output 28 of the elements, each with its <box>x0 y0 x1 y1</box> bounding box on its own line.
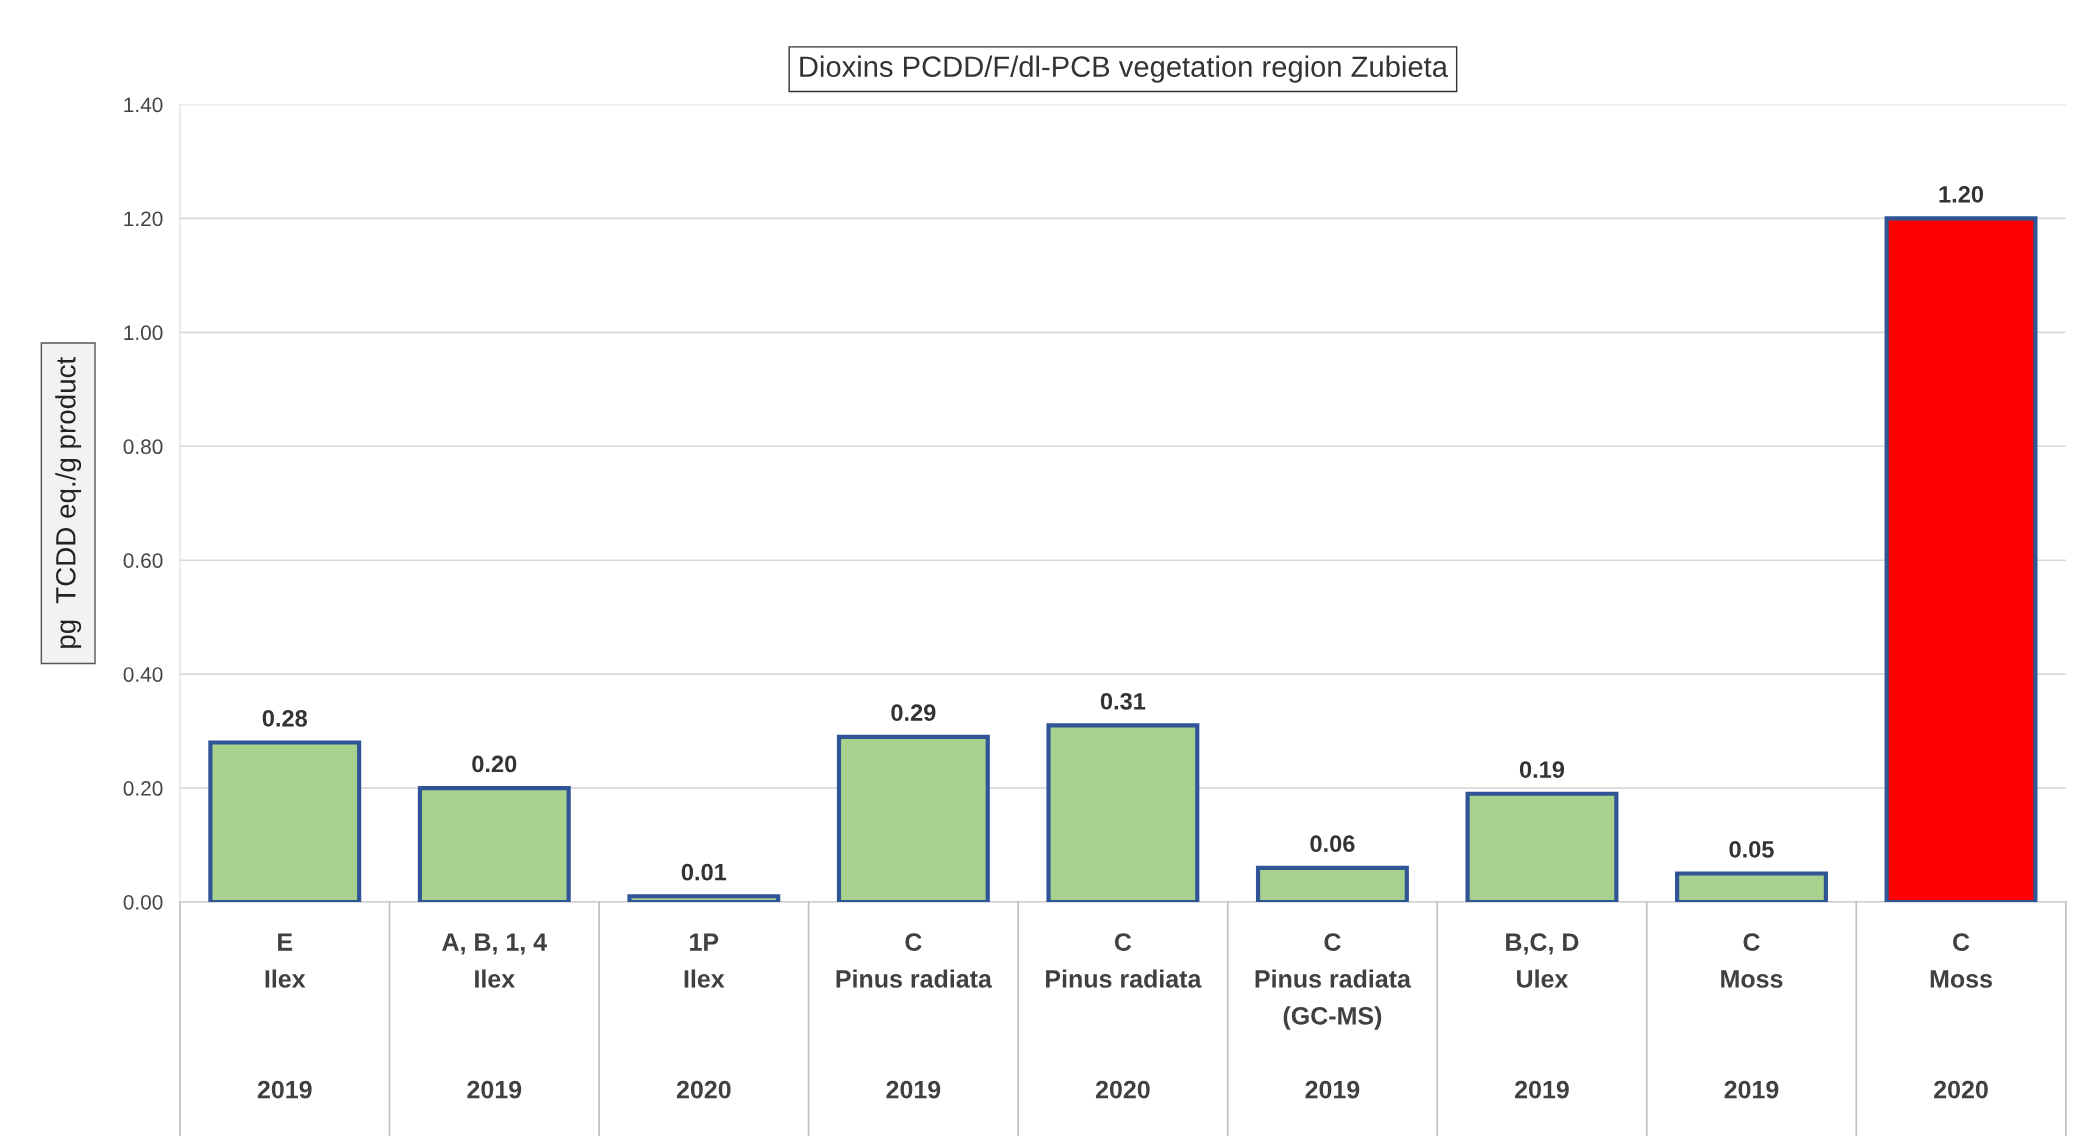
category-label: C Moss 2020 <box>1930 933 1992 1099</box>
y-tick-label: 0.00 <box>123 894 163 910</box>
category-label: C Moss 2019 <box>1721 933 1783 1099</box>
data-label: 0.20 <box>472 755 517 773</box>
category-label: E Ilex 2019 <box>257 933 312 1099</box>
category-label: C Pinus radiata 2019 <box>836 933 993 1099</box>
category-label: C Pinus radiata 2020 <box>1046 933 1202 1099</box>
data-label: 0.28 <box>262 709 308 727</box>
data-label: 0.29 <box>891 704 936 722</box>
y-tick-label: 0.20 <box>123 781 163 796</box>
category-label: A, B, 1, 4 Ilex 2019 <box>442 933 547 1099</box>
data-label: 0.19 <box>1519 761 1565 778</box>
data-label: 0.05 <box>1729 841 1774 858</box>
y-tick-label: 1.40 <box>124 97 163 113</box>
y-axis-title: pg TCDD eq./g product <box>55 357 82 648</box>
y-tick-label: 0.40 <box>123 667 163 682</box>
y-tick-label: 1.00 <box>124 325 163 341</box>
data-label: 1.20 <box>1939 185 1984 203</box>
y-tick-label: 0.80 <box>123 439 163 455</box>
data-label: 0.06 <box>1310 835 1355 853</box>
category-label: C Pinus radiata (GC-MS) 2019 <box>1255 933 1412 1099</box>
data-label: 0.01 <box>681 863 727 881</box>
y-tick-label: 1.20 <box>124 211 163 227</box>
y-tick-label: 0.60 <box>123 553 163 568</box>
category-label: 1P Ilex 2020 <box>676 933 731 1099</box>
data-label: 0.31 <box>1100 692 1146 710</box>
category-label: B,C, D Ulex 2019 <box>1506 933 1579 1099</box>
chart-title: Dioxins PCDD/F/dl-PCB vegetation region Zubieta <box>800 55 1448 83</box>
